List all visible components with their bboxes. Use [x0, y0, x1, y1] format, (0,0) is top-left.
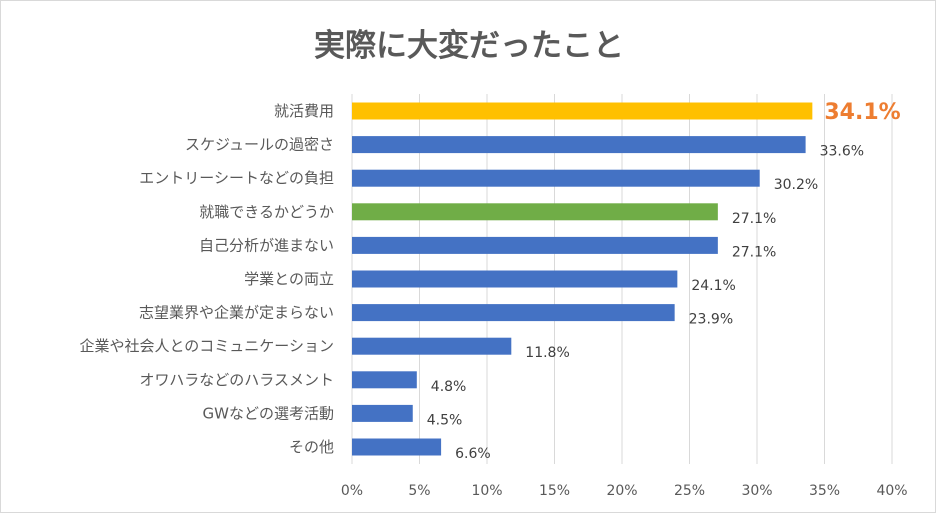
category-label: その他 [289, 438, 334, 456]
bars [352, 102, 813, 456]
x-tick-label: 5% [408, 483, 430, 499]
bar [352, 169, 760, 187]
category-label: 自己分析が進まない [199, 236, 334, 254]
bar [352, 371, 417, 389]
category-label: スケジュールの過密さ [185, 136, 334, 154]
data-label: 27.1% [732, 211, 776, 227]
data-label: 24.1% [691, 278, 735, 294]
data-label: 30.2% [774, 177, 818, 193]
category-label: 学業との両立 [244, 270, 334, 288]
bar [352, 270, 678, 288]
data-label: 33.6% [820, 144, 864, 160]
category-label: 志望業界や企業が定まらない [139, 304, 334, 322]
data-label: 4.5% [427, 412, 463, 428]
data-label-highlight: 34.1% [824, 100, 900, 125]
bar [352, 136, 806, 154]
x-axis-tick-labels: 0% 5% 10% 15% 20% 25% 30% 35% 40% [341, 483, 908, 499]
category-label: 就職できるかどうか [199, 203, 334, 221]
data-label: 11.8% [525, 345, 569, 361]
bar [352, 102, 813, 120]
x-tick-label: 35% [809, 483, 840, 499]
bar [352, 337, 512, 355]
bar [352, 304, 675, 322]
bar [352, 203, 718, 221]
bar [352, 438, 442, 456]
data-label: 6.6% [455, 446, 491, 462]
data-label: 23.9% [689, 312, 733, 328]
category-label: オワハラなどのハラスメント [139, 371, 334, 389]
category-label: 就活費用 [274, 102, 334, 120]
x-tick-label: 30% [741, 483, 772, 499]
data-label: 27.1% [732, 244, 776, 260]
x-tick-label: 0% [341, 483, 363, 499]
category-label: GWなどの選考活動 [203, 404, 334, 422]
category-labels: 就活費用スケジュールの過密さエントリーシートなどの負担就職できるかどうか自己分析… [79, 102, 334, 456]
x-tick-label: 10% [471, 483, 502, 499]
x-tick-label: 15% [539, 483, 570, 499]
bar [352, 236, 718, 254]
x-tick-label: 20% [606, 483, 637, 499]
x-tick-label: 25% [674, 483, 705, 499]
bar [352, 404, 413, 422]
data-label: 4.8% [431, 379, 467, 395]
category-label: エントリーシートなどの負担 [139, 169, 334, 187]
chart-title: 実際に大変だったこと [314, 28, 624, 64]
x-tick-label: 40% [876, 483, 907, 499]
data-labels: 34.1% 33.6% 30.2% 27.1% 27.1% 24.1% 23.9% 11.8%… [427, 100, 901, 462]
category-label: 企業や社会人とのコミュニケーション [79, 337, 334, 355]
